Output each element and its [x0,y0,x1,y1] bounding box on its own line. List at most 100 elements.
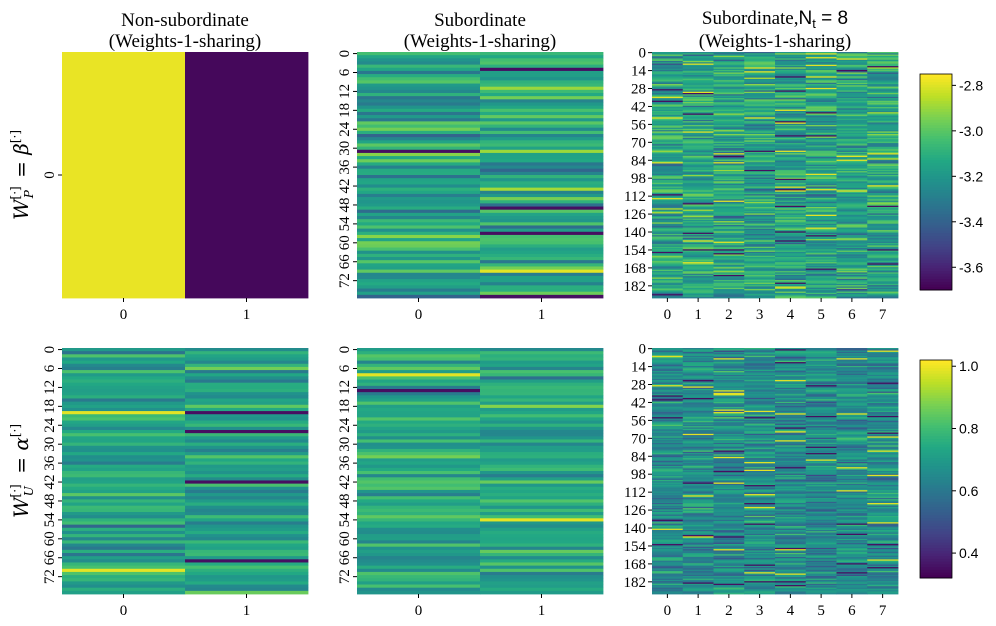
heatmap-cell [713,196,745,199]
heatmap-cell [744,90,776,93]
heatmap-cell [805,107,837,109]
heatmap-cell [652,513,684,515]
heatmap-cell [682,294,714,296]
heatmap-cell [805,130,837,132]
y-tick-label: 56 [631,413,647,429]
heatmap-cell [744,460,776,463]
heatmap-cell [805,223,837,226]
heatmap-cell [713,504,745,506]
heatmap-cell [652,360,684,363]
heatmap-cell [836,186,868,189]
colorbar-segment [920,558,952,563]
colorbar-segment [920,370,952,375]
heatmap-cell [744,490,776,492]
heatmap-cell [775,389,807,391]
heatmap-cell [480,578,604,582]
heatmap-cell [357,565,481,570]
heatmap-cell [652,458,684,460]
heatmap-cell [775,155,807,158]
heatmap-cell [744,505,776,508]
heatmap-cell [713,274,745,277]
heatmap-cell [713,191,745,194]
heatmap-cell [836,95,868,98]
heatmap-cell [652,134,684,136]
heatmap-cell [480,52,604,56]
heatmap-cell [775,406,807,409]
heatmap-cell [836,438,868,441]
heatmap-cell [867,497,899,500]
heatmap-cell [62,452,186,456]
heatmap-cell [805,268,837,271]
heatmap-cell [713,371,745,373]
heatmap-cell [836,209,868,212]
heatmap-cell [836,360,868,363]
heatmap-cell [682,187,714,190]
heatmap-cell [652,563,684,565]
heatmap-cell [652,397,684,400]
heatmap-cell [836,289,868,291]
heatmap-cell [805,549,837,551]
heatmap-cell [713,259,745,262]
colorbar-segment [920,111,952,115]
heatmap-cell [775,515,807,518]
heatmap-cell [744,450,776,453]
heatmap-cell [805,71,837,73]
heatmap-cell [682,497,714,500]
heatmap-cell [713,255,745,258]
heatmap-cell [744,458,776,460]
heatmap-cell [62,382,186,387]
heatmap-cell [836,277,868,280]
heatmap-cell [775,542,807,545]
heatmap-cell [867,142,899,145]
y-tick-label: 0 [42,346,58,354]
heatmap-cell [652,518,684,521]
heatmap-cell [652,533,684,536]
heatmap-cell [652,186,684,189]
heatmap-cell [357,392,481,396]
heatmap-cell [480,553,604,557]
heatmap-cell [836,474,868,477]
heatmap-cell [775,199,807,202]
colorbar-segment [920,501,952,505]
row-label-sup: [·] [8,186,22,199]
heatmap-cell [652,117,684,120]
heatmap-cell [744,81,776,84]
heatmap-cell [867,249,899,251]
heatmap-cell [357,203,481,207]
heatmap-cell [867,262,899,264]
heatmap-cell [713,464,745,467]
heatmap-cell [744,105,776,108]
heatmap-cell [775,586,807,588]
heatmap-cell [682,427,714,430]
heatmap-cell [185,360,309,365]
x-tick-label: 6 [848,307,856,323]
heatmap-cell [805,104,837,107]
heatmap-cell [62,530,186,535]
heatmap-cell [867,356,899,359]
heatmap-cell [713,356,745,359]
heatmap-cell [805,53,837,55]
heatmap-cell [652,583,684,586]
heatmap-cell [480,247,604,252]
heatmap-cell [805,378,837,381]
heatmap-cell [775,168,807,171]
heatmap-cell [836,514,868,517]
heatmap-cell [744,560,776,563]
heatmap-cell [62,474,186,478]
heatmap-cell [713,354,745,357]
heatmap-cell [836,58,868,61]
heatmap-cell [480,360,604,365]
heatmap-cell [357,89,481,94]
heatmap-cell [713,377,745,380]
heatmap-cell [652,246,684,249]
heatmap-cell [357,505,481,510]
heatmap-cell [867,386,899,389]
colorbar-segment [920,422,952,426]
heatmap-cell [357,508,481,513]
heatmap-cell [775,583,807,586]
colorbar-segment [920,106,952,110]
heatmap-cell [713,401,745,404]
heatmap-cell [867,556,899,559]
heatmap-cell [867,383,899,386]
heatmap-cell [682,142,714,145]
